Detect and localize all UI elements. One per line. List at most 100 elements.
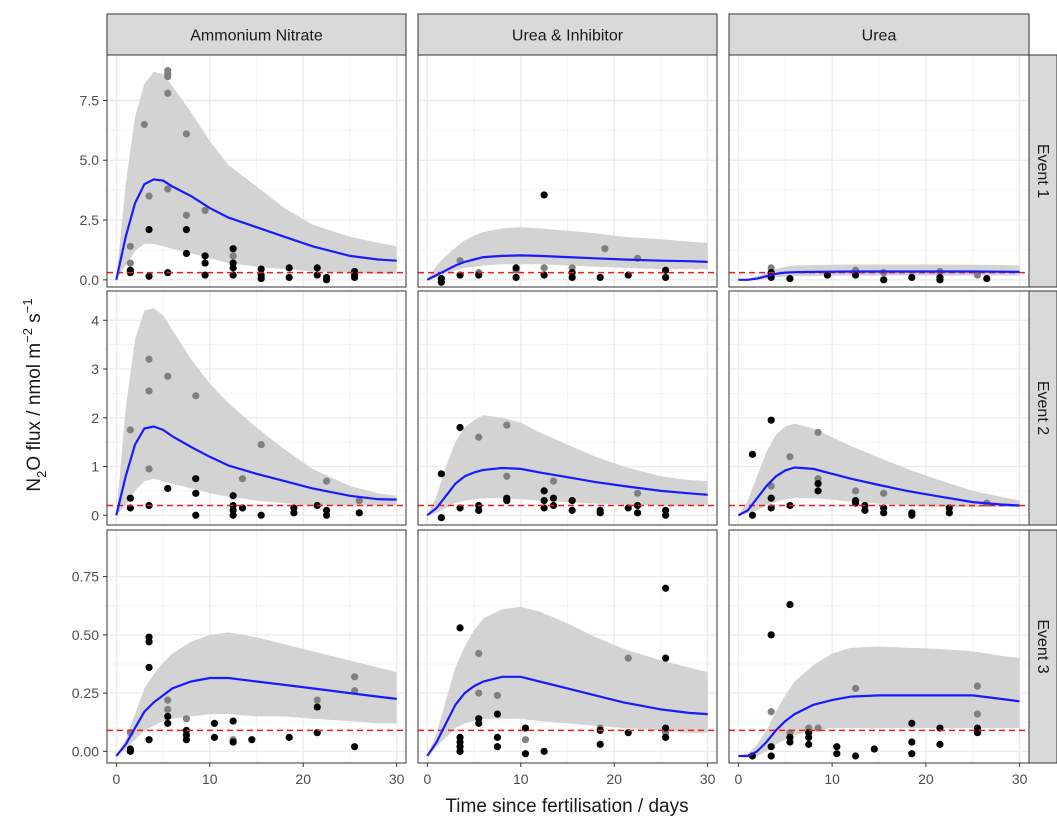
panel-border bbox=[417, 529, 718, 764]
data-point-gray bbox=[140, 120, 148, 128]
data-point bbox=[192, 511, 200, 519]
data-point bbox=[285, 733, 293, 741]
data-point bbox=[182, 249, 191, 258]
data-point-gray bbox=[351, 673, 359, 681]
data-point-gray bbox=[973, 710, 982, 718]
data-point bbox=[633, 501, 642, 510]
panel bbox=[728, 54, 1030, 288]
data-point bbox=[805, 740, 813, 748]
data-point bbox=[210, 719, 219, 727]
data-point bbox=[512, 273, 520, 282]
data-point-gray bbox=[880, 489, 888, 497]
data-point-gray bbox=[238, 475, 247, 483]
data-point bbox=[908, 738, 916, 746]
y-axis-title-part: N bbox=[24, 478, 45, 492]
data-point bbox=[786, 600, 794, 609]
data-point-gray bbox=[973, 682, 982, 690]
y-tick-label: 0 bbox=[91, 507, 99, 523]
data-point bbox=[983, 275, 991, 283]
data-point bbox=[475, 719, 483, 727]
data-point bbox=[456, 747, 464, 755]
data-point-gray bbox=[313, 696, 321, 704]
data-point bbox=[767, 494, 775, 502]
y-tick-label: 0.00 bbox=[72, 743, 99, 759]
data-point bbox=[257, 275, 265, 283]
panel bbox=[106, 54, 407, 288]
panel bbox=[417, 290, 718, 526]
data-point bbox=[568, 497, 576, 505]
data-point-gray bbox=[851, 684, 860, 693]
data-point-gray bbox=[503, 472, 511, 480]
data-point bbox=[285, 264, 293, 272]
panel bbox=[728, 529, 1030, 764]
x-tick-label: 20 bbox=[295, 771, 311, 787]
data-point bbox=[248, 736, 256, 744]
data-point-gray bbox=[257, 440, 265, 449]
column-strip-label: Ammonium Nitrate bbox=[190, 28, 323, 45]
data-point-gray bbox=[145, 355, 153, 363]
data-point bbox=[596, 509, 604, 517]
data-point bbox=[945, 509, 953, 517]
data-point-gray bbox=[182, 715, 191, 723]
y-tick-label: 5.0 bbox=[80, 152, 100, 168]
panel-border bbox=[106, 54, 407, 288]
data-point bbox=[126, 494, 134, 502]
data-point-gray bbox=[145, 387, 153, 395]
data-point bbox=[257, 511, 265, 519]
x-tick-label: 10 bbox=[513, 771, 529, 787]
data-point-gray bbox=[521, 736, 530, 744]
panel-border bbox=[728, 54, 1030, 288]
data-point bbox=[503, 497, 511, 505]
data-point bbox=[437, 275, 445, 283]
data-point-gray bbox=[164, 185, 172, 193]
data-point bbox=[521, 750, 530, 758]
x-tick-label: 30 bbox=[389, 771, 405, 787]
x-tick-label: 0 bbox=[112, 771, 120, 787]
x-tick-label: 10 bbox=[824, 771, 840, 787]
data-point bbox=[748, 450, 757, 458]
y-tick-label: 0.50 bbox=[72, 627, 99, 643]
row-strip-label: Event 2 bbox=[1034, 381, 1051, 435]
data-point bbox=[540, 747, 548, 755]
data-point-gray bbox=[549, 477, 558, 485]
data-point bbox=[355, 509, 363, 517]
data-point bbox=[322, 511, 331, 519]
panel-border bbox=[106, 290, 407, 526]
data-point bbox=[437, 470, 445, 478]
panel bbox=[417, 54, 718, 288]
data-point bbox=[229, 511, 237, 519]
data-point bbox=[201, 252, 209, 260]
data-point-gray bbox=[851, 487, 860, 495]
data-point bbox=[861, 506, 869, 514]
data-point-gray bbox=[475, 689, 483, 697]
y-axis-title-part: 2 bbox=[34, 471, 49, 478]
panel bbox=[106, 290, 407, 526]
data-point bbox=[145, 736, 153, 744]
data-point bbox=[540, 191, 548, 199]
data-point bbox=[767, 416, 775, 424]
data-point bbox=[908, 719, 916, 727]
data-point-gray bbox=[814, 428, 822, 436]
x-tick-label: 20 bbox=[918, 771, 934, 787]
data-point bbox=[493, 733, 502, 741]
data-point bbox=[322, 276, 331, 284]
data-point-gray bbox=[164, 705, 172, 714]
data-point-gray bbox=[540, 264, 548, 272]
y-tick-label: 4 bbox=[91, 312, 99, 328]
column-strip bbox=[106, 13, 407, 56]
data-point bbox=[351, 273, 359, 282]
data-point bbox=[786, 275, 794, 283]
row-strip-label: Event 1 bbox=[1034, 144, 1051, 198]
data-point bbox=[880, 509, 888, 517]
panel-border bbox=[728, 529, 1030, 764]
data-point bbox=[908, 273, 916, 282]
data-point bbox=[936, 740, 944, 748]
panel-border bbox=[106, 529, 407, 764]
data-point bbox=[851, 752, 860, 760]
data-point bbox=[767, 743, 775, 751]
panel-border bbox=[417, 290, 718, 526]
column-strip-label: Urea & Inhibitor bbox=[512, 28, 624, 45]
column-strip bbox=[417, 13, 718, 56]
data-point bbox=[351, 743, 359, 751]
